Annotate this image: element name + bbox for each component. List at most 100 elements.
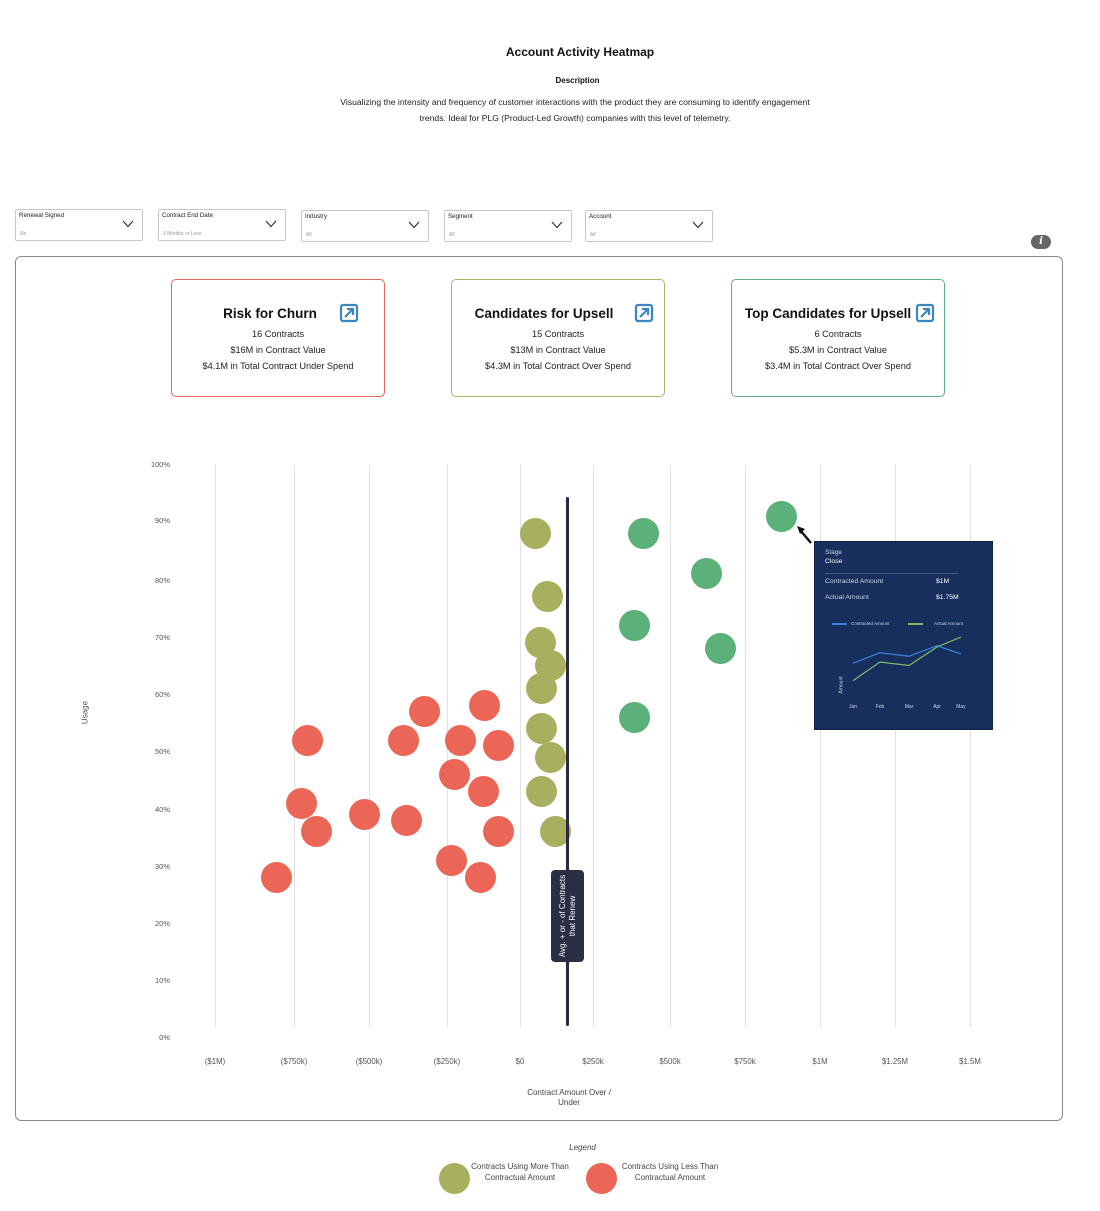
data-point[interactable] [618, 701, 650, 733]
filter-label: Account [589, 213, 612, 220]
data-point[interactable] [519, 518, 551, 550]
data-point[interactable] [535, 741, 567, 773]
data-point[interactable] [539, 816, 571, 848]
gridline [520, 465, 521, 1027]
data-point[interactable] [387, 724, 419, 756]
legend-title: Legend [569, 1143, 596, 1152]
card-title: Risk for Churn [223, 306, 317, 321]
data-point[interactable] [467, 776, 499, 808]
card-contracts: 6 Contracts [814, 329, 862, 339]
data-point[interactable] [408, 695, 440, 727]
x-tick: $1.5M [959, 1057, 981, 1066]
data-point[interactable] [291, 724, 323, 756]
chart-panel [15, 256, 1063, 1121]
card-spend: $4.1M in Total Contract Under Spend [202, 361, 354, 371]
filter-contract-end-date[interactable]: Contract End Date 3 Months or Less [158, 209, 286, 241]
legend-swatch-actual [908, 623, 923, 625]
x-axis-label: Contract Amount Over / Under [527, 1088, 611, 1107]
legend-label-over: Contracts Using More Than Contractual Am… [471, 1162, 569, 1182]
data-point[interactable] [526, 713, 558, 745]
data-point[interactable] [627, 518, 659, 550]
y-tick: 60% [154, 690, 170, 699]
data-point[interactable] [526, 776, 558, 808]
filter-label: Industry [305, 213, 328, 220]
gridline [215, 465, 216, 1027]
data-point[interactable] [531, 581, 563, 613]
y-tick: 0% [159, 1033, 170, 1042]
y-tick: 80% [154, 576, 170, 585]
card-risk-for-churn: Risk for Churn 16 Contracts $16M in Cont… [171, 279, 385, 397]
data-point[interactable] [704, 632, 736, 664]
data-point[interactable] [618, 609, 650, 641]
chevron-down-icon [265, 220, 277, 228]
legend-dot-over [439, 1163, 470, 1194]
chevron-down-icon [122, 220, 134, 228]
data-point[interactable] [468, 690, 500, 722]
legend-dot-under [586, 1163, 617, 1194]
page-title: Account Activity Heatmap [505, 45, 655, 59]
data-point[interactable] [439, 758, 471, 790]
y-tick: 10% [154, 976, 170, 985]
open-external-icon[interactable] [339, 303, 359, 323]
tooltip-month: May [956, 704, 966, 710]
data-point[interactable] [436, 844, 468, 876]
x-tick: $500k [659, 1057, 681, 1066]
card-spend: $3.4M in Total Contract Over Spend [765, 361, 911, 371]
data-point[interactable] [300, 816, 332, 848]
tooltip-line-chart [852, 636, 962, 682]
data-point[interactable] [464, 862, 496, 894]
data-point[interactable] [285, 787, 317, 819]
tooltip-legend-actual: Actual Amount [934, 621, 964, 626]
tooltip-legend-contracted: Contracted Amount [851, 621, 890, 626]
gridline [369, 465, 370, 1027]
card-value: $13M in Contract Value [510, 345, 606, 355]
data-point[interactable] [690, 558, 722, 590]
tooltip-row-label: Actual Amount [825, 594, 869, 601]
y-tick: 20% [154, 919, 170, 928]
average-renewal-label: Avg. + or - of Contracts that Renew [557, 874, 577, 958]
x-tick: ($250k) [433, 1057, 461, 1066]
data-point[interactable] [482, 816, 514, 848]
chevron-down-icon [692, 221, 704, 229]
filter-industry[interactable]: Industry All [301, 210, 429, 242]
x-tick: ($1M) [204, 1057, 226, 1066]
open-external-icon[interactable] [634, 303, 654, 323]
gridline [970, 465, 971, 1027]
legend-swatch-contracted [832, 623, 847, 625]
card-contracts: 16 Contracts [251, 329, 305, 339]
data-point[interactable] [766, 501, 798, 533]
y-tick: 100% [150, 460, 170, 469]
info-icon[interactable]: i [1031, 235, 1051, 249]
filter-segment[interactable]: Segment All [444, 210, 572, 242]
filter-value: All [590, 232, 596, 238]
filter-value: All [449, 232, 455, 238]
card-contracts: 15 Contracts [531, 329, 585, 339]
data-point[interactable] [348, 799, 380, 831]
data-point[interactable] [445, 724, 477, 756]
y-tick: 40% [154, 805, 170, 814]
gridline [895, 465, 896, 1027]
filter-label: Renewal Signed [19, 212, 65, 219]
data-point[interactable] [390, 804, 422, 836]
y-tick: 90% [154, 516, 170, 525]
tooltip-row-label: Contracted Amount [825, 578, 884, 585]
gridline [593, 465, 594, 1027]
gridline [745, 465, 746, 1027]
filter-value: No [20, 231, 27, 237]
card-title: Top Candidates for Upsell [744, 306, 912, 321]
data-point[interactable] [260, 862, 292, 894]
card-value: $5.3M in Contract Value [789, 345, 887, 355]
bubble-tooltip: Stage Close Contracted Amount $1M Actual… [814, 541, 993, 730]
tooltip-month: Apr [933, 704, 941, 710]
data-point[interactable] [482, 730, 514, 762]
description-text: Visualizing the intensity and frequency … [340, 97, 810, 123]
filter-label: Segment [448, 213, 473, 220]
filter-renewal-signed[interactable]: Renewal Signed No [15, 209, 143, 241]
open-external-icon[interactable] [915, 303, 935, 323]
tooltip-y-label: Amount [838, 676, 845, 694]
tooltip-row-value: $1.75M [936, 594, 959, 601]
data-point[interactable] [526, 672, 558, 704]
cursor-arrow-icon [797, 526, 812, 544]
filter-account[interactable]: Account All [585, 210, 713, 242]
filter-label: Contract End Date [162, 212, 213, 219]
